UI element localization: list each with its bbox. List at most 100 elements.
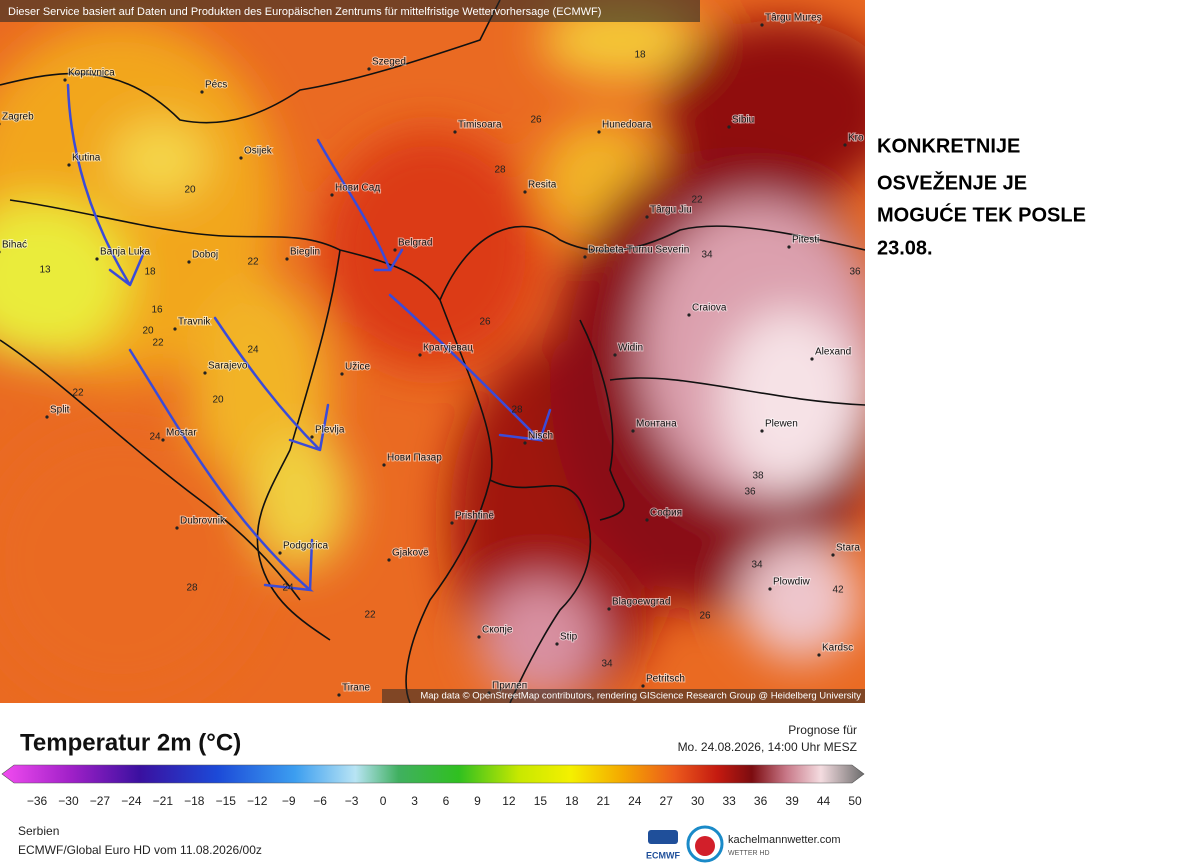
city-dot: [278, 551, 282, 555]
city-dot: [285, 257, 289, 261]
legend-title: Temperatur 2m (°C): [20, 729, 241, 756]
borders: [0, 0, 865, 703]
scale-tick-label: 36: [754, 794, 768, 808]
scale-tick-label: −6: [313, 794, 327, 808]
city-dot: [340, 372, 344, 376]
contour-label: 20: [212, 395, 224, 406]
city-dot: [95, 257, 99, 261]
city-label: Pitesti: [792, 235, 819, 246]
scale-tick-label: 3: [411, 794, 418, 808]
site-sub: WETTER HD: [728, 850, 770, 857]
city-dot: [631, 429, 635, 433]
city-dot: [477, 635, 481, 639]
city-label: Szeged: [372, 57, 406, 68]
contour-label: 36: [849, 267, 861, 278]
scale-tick-label: 0: [380, 794, 387, 808]
city-dot: [0, 122, 1, 126]
city-label: Banja Luka: [100, 247, 150, 258]
contour-label: 22: [152, 338, 164, 349]
city-label: Widin: [618, 343, 643, 354]
city-dot: [687, 313, 691, 317]
city-dot: [607, 607, 611, 611]
city-label: Koprivnica: [68, 68, 115, 79]
scale-tick-label: 21: [597, 794, 611, 808]
city-dot: [310, 435, 314, 439]
contour-label: 28: [511, 405, 523, 416]
city-dot: [382, 463, 386, 467]
city-label: Osijek: [244, 146, 273, 157]
city-label: Mostar: [166, 428, 197, 439]
scale-tick-label: −27: [90, 794, 111, 808]
city-dot: [760, 23, 764, 27]
contour-label: 34: [701, 250, 713, 261]
city-dot: [330, 193, 334, 197]
city-label: Sibiu: [732, 115, 754, 126]
city-label: Stara: [836, 543, 860, 554]
scale-tick-label: 33: [722, 794, 736, 808]
city-label: Craiova: [692, 303, 727, 314]
contour-label: 16: [151, 305, 163, 316]
city-label: Timisoara: [458, 120, 502, 131]
city-dot: [337, 693, 341, 697]
scale-tick-label: 27: [660, 794, 674, 808]
contour-label: 24: [282, 583, 294, 594]
city-label: Plevlja: [315, 425, 345, 436]
contour-label: 28: [494, 165, 506, 176]
scale-tick-label: 18: [565, 794, 579, 808]
attribution-bg: [382, 689, 865, 703]
city-dot: [810, 357, 814, 361]
city-dot: [173, 327, 177, 331]
city-label: Travnik: [178, 317, 211, 328]
city-label: Târgu Mureș: [765, 13, 822, 24]
scale-tick-label: −36: [27, 794, 48, 808]
contour-label: 18: [144, 267, 156, 278]
scale-tick-label: 6: [443, 794, 450, 808]
city-label: Pécs: [205, 80, 227, 91]
annotation-line: OSVEŽENJE JE: [877, 170, 1027, 194]
city-label: Stip: [560, 632, 578, 643]
city-label: Alexand: [815, 347, 851, 358]
city-label: Крагујевац: [423, 343, 473, 354]
city-label: Tirane: [342, 683, 370, 694]
attribution: Map data © OpenStreetMap contributors, r…: [420, 691, 861, 702]
contour-label: 13: [39, 265, 51, 276]
contour-label: 38: [752, 471, 764, 482]
city-label: Sarajevo: [208, 361, 248, 372]
city-dot: [387, 558, 391, 562]
city-label: Târgu Jiu: [650, 205, 692, 216]
contour-label: 34: [601, 659, 613, 670]
city-label: Скопје: [482, 625, 513, 636]
city-label: Plewen: [765, 419, 798, 430]
annotation-line: 23.08.: [877, 237, 933, 259]
ecmwf-logo: ECMWF: [646, 850, 680, 860]
contour-label: 36: [744, 487, 756, 498]
scale-tick-label: 39: [785, 794, 799, 808]
city-dot: [555, 642, 559, 646]
scale-tick-label: −15: [216, 794, 237, 808]
city-label: Kro: [848, 133, 864, 144]
city-dot: [831, 553, 835, 557]
scale-tick-label: 30: [691, 794, 705, 808]
contour-label: 22: [364, 610, 376, 621]
city-label: Нови Пазар: [387, 453, 442, 464]
city-label: Нови Сад: [335, 183, 380, 194]
map: Koprivnica Pécs Szeged Târgu Mureș Zagreb Kut…: [0, 0, 865, 703]
city-dot: [817, 653, 821, 657]
city-label: Монтана: [636, 419, 677, 430]
contour-label: 22: [691, 195, 703, 206]
banner: Dieser Service basiert auf Daten und Pro…: [8, 6, 601, 18]
city-label: Belgrad: [398, 238, 432, 249]
city-dot: [161, 438, 165, 442]
model-run: ECMWF/Global Euro HD vom 11.08.2026/00z: [18, 843, 262, 857]
city-dot: [200, 90, 204, 94]
city-label: Plowdiw: [773, 577, 810, 588]
scale-tick-label: 9: [474, 794, 481, 808]
contour-label: 20: [184, 185, 196, 196]
city-label: Drobeta-Turnu Severin: [588, 245, 689, 256]
arrows: [66, 83, 552, 592]
scale-ticks: −36 −30 −27 −24 −21 −18 −15 −12 −9 −6 −3 0 3 6 9 12 15 18…: [27, 794, 862, 808]
city-dot: [203, 371, 207, 375]
city-dot: [523, 441, 527, 445]
temperature-field: [0, 0, 865, 700]
forecast-label: Prognose für: [788, 723, 857, 737]
